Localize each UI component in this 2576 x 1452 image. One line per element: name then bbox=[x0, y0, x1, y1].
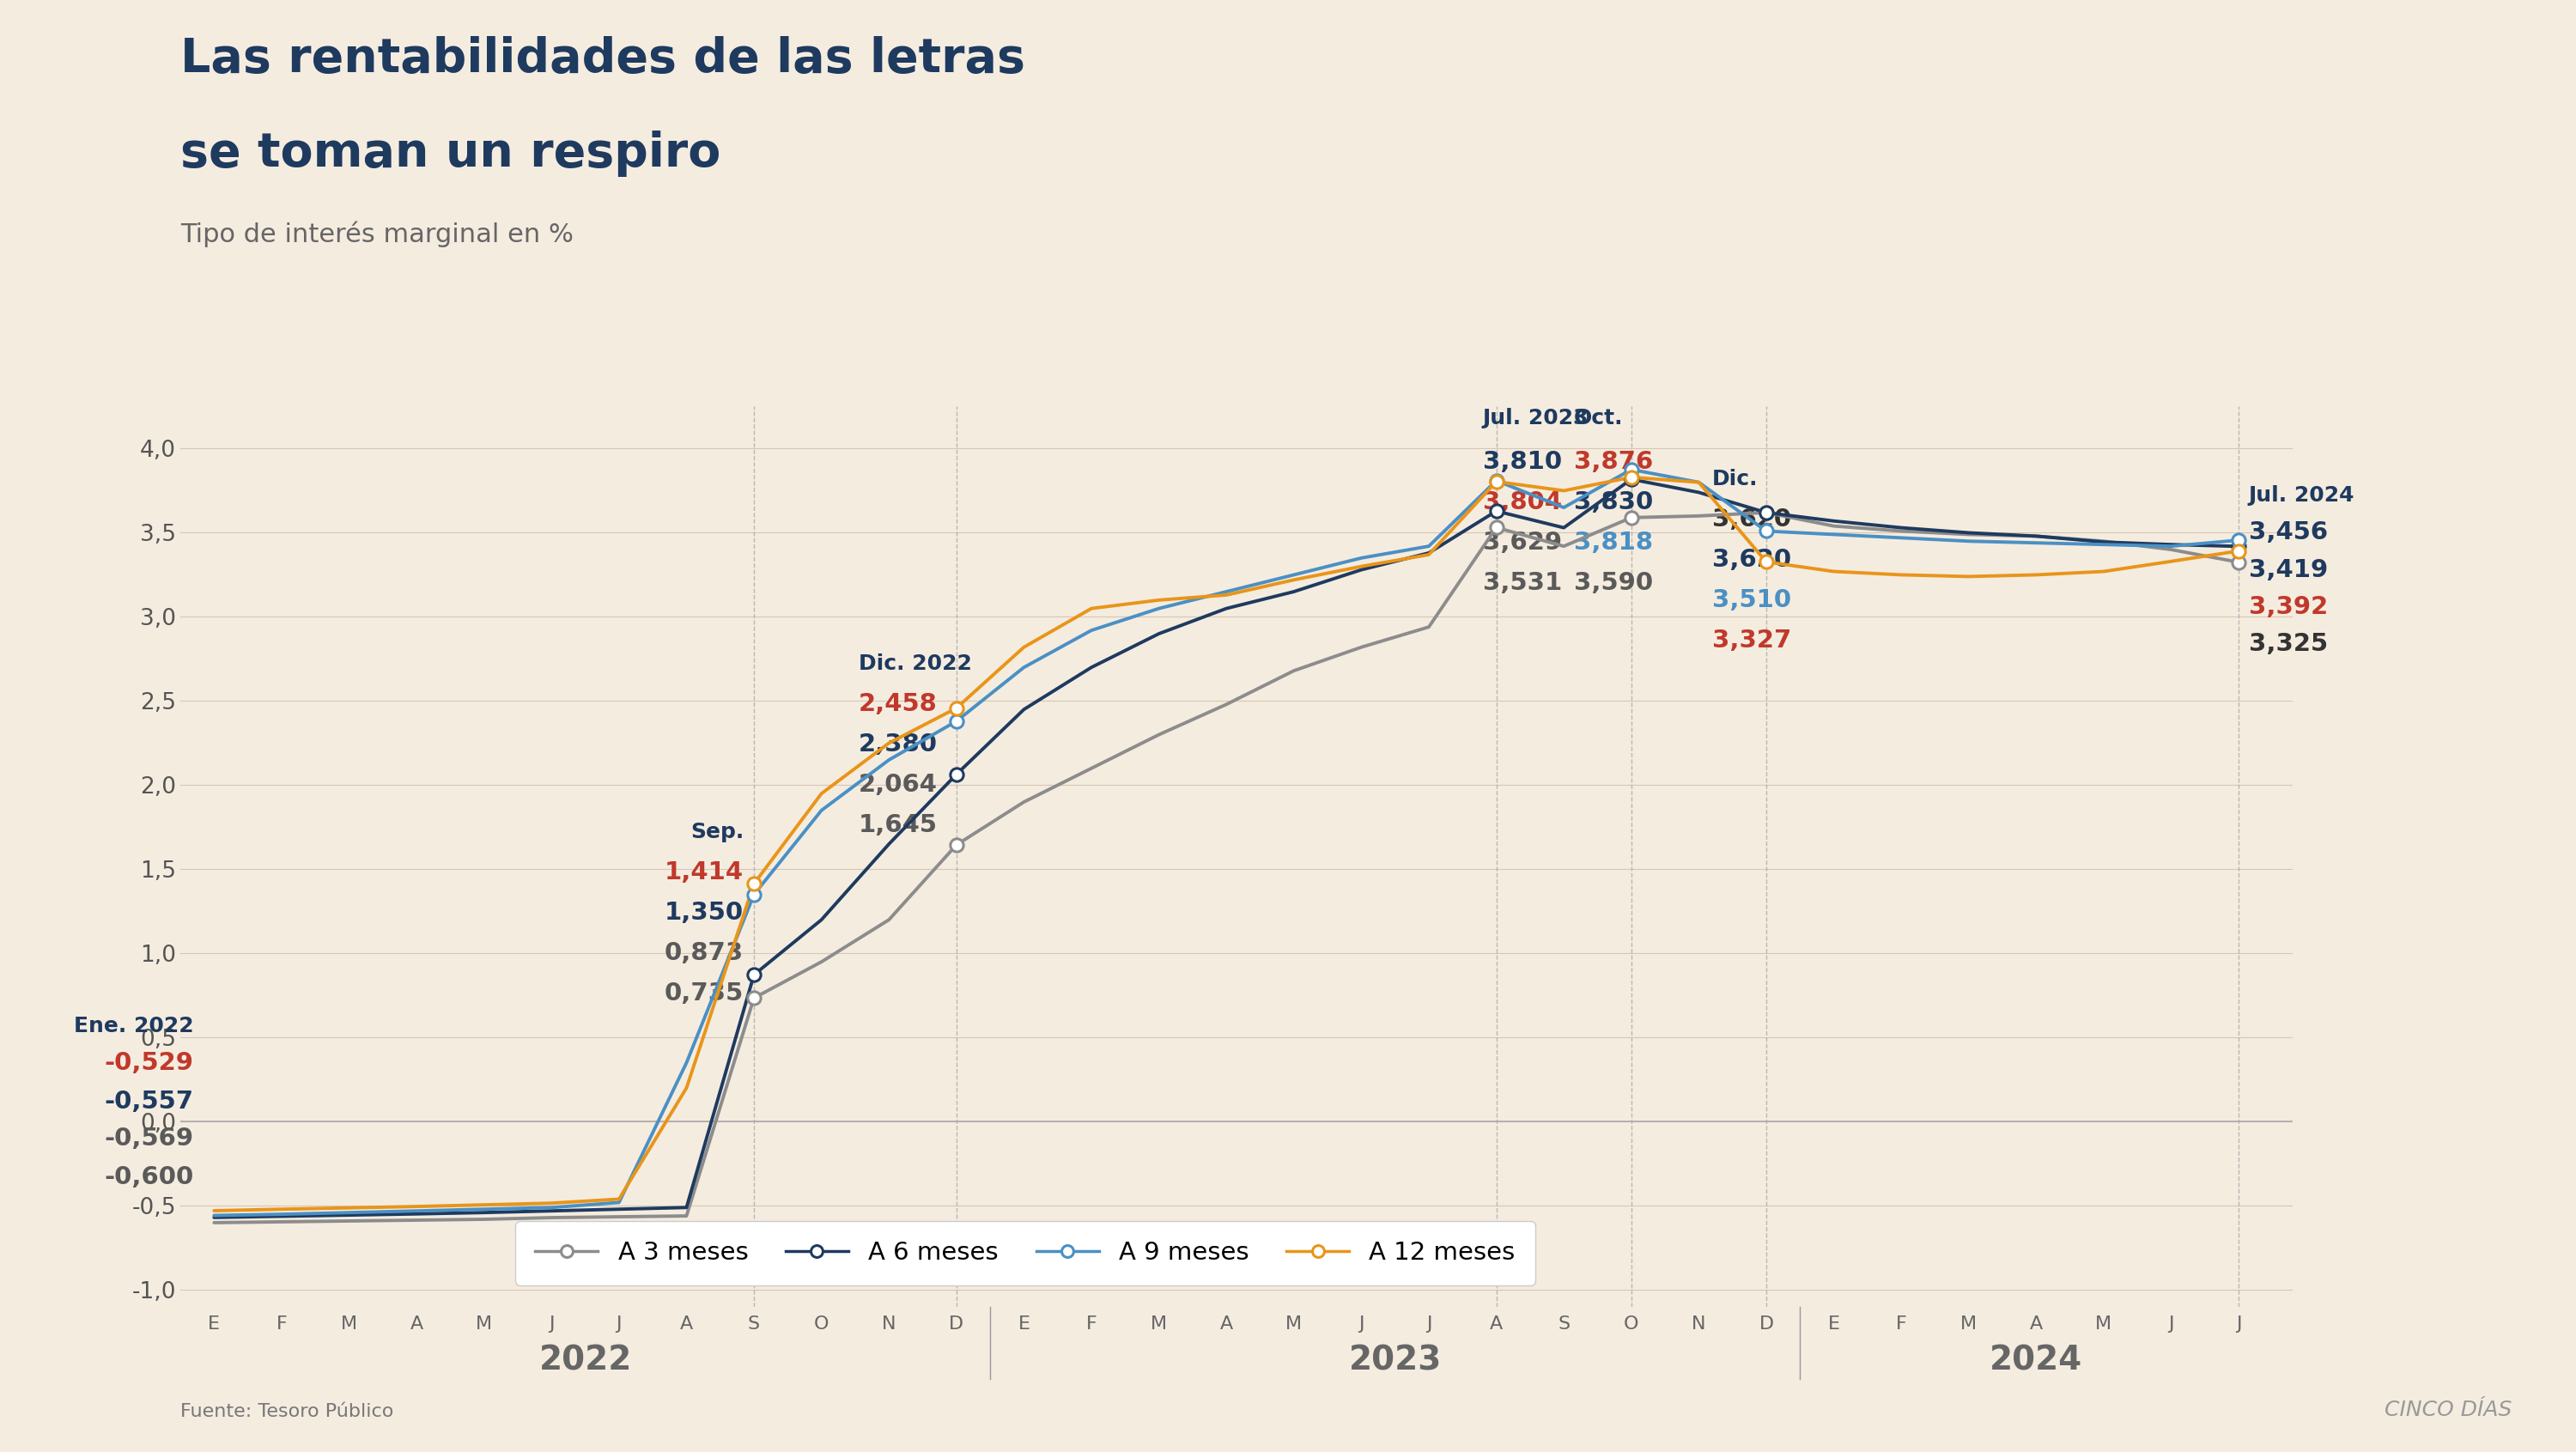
Text: 3,590: 3,590 bbox=[1574, 571, 1654, 595]
Text: CINCO DÍAS: CINCO DÍAS bbox=[2385, 1400, 2512, 1420]
Text: 1,645: 1,645 bbox=[858, 813, 938, 838]
Legend: A 3 meses, A 6 meses, A 9 meses, A 12 meses: A 3 meses, A 6 meses, A 9 meses, A 12 me… bbox=[515, 1221, 1535, 1285]
Text: 3,876: 3,876 bbox=[1574, 450, 1654, 475]
Text: 1,414: 1,414 bbox=[665, 861, 744, 884]
Text: 2,064: 2,064 bbox=[858, 772, 938, 797]
Text: -0,569: -0,569 bbox=[106, 1127, 193, 1150]
Text: 3,620: 3,620 bbox=[1713, 507, 1790, 531]
Text: Oct.: Oct. bbox=[1574, 408, 1623, 428]
Text: 3,327: 3,327 bbox=[1713, 629, 1790, 652]
Text: Dic.: Dic. bbox=[1713, 469, 1759, 489]
Text: 3,830: 3,830 bbox=[1574, 491, 1654, 514]
Text: 3,531: 3,531 bbox=[1484, 571, 1561, 595]
Text: Ene. 2022: Ene. 2022 bbox=[75, 1015, 193, 1037]
Text: 3,818: 3,818 bbox=[1574, 531, 1654, 555]
Text: -0,529: -0,529 bbox=[106, 1051, 193, 1074]
Text: 2022: 2022 bbox=[538, 1345, 631, 1376]
Text: 3,456: 3,456 bbox=[2249, 521, 2329, 544]
Text: Sep.: Sep. bbox=[690, 822, 744, 842]
Text: Jul. 2024: Jul. 2024 bbox=[2249, 485, 2354, 507]
Text: Tipo de interés marginal en %: Tipo de interés marginal en % bbox=[180, 221, 574, 247]
Text: 2,380: 2,380 bbox=[858, 733, 938, 756]
Text: 0,735: 0,735 bbox=[665, 982, 744, 1006]
Text: Fuente: Tesoro Público: Fuente: Tesoro Público bbox=[180, 1403, 394, 1420]
Text: 3,629: 3,629 bbox=[1484, 531, 1561, 555]
Text: 3,510: 3,510 bbox=[1713, 588, 1790, 613]
Text: Jul. 2023: Jul. 2023 bbox=[1484, 408, 1589, 428]
Text: Dic. 2022: Dic. 2022 bbox=[858, 653, 971, 674]
Text: 0,873: 0,873 bbox=[665, 941, 744, 966]
Text: se toman un respiro: se toman un respiro bbox=[180, 131, 721, 177]
Text: Las rentabilidades de las letras: Las rentabilidades de las letras bbox=[180, 36, 1025, 83]
Text: 3,810: 3,810 bbox=[1484, 450, 1561, 475]
Text: 3,392: 3,392 bbox=[2249, 595, 2329, 619]
Text: -0,600: -0,600 bbox=[103, 1165, 193, 1189]
Text: 2024: 2024 bbox=[1989, 1345, 2081, 1376]
Text: 3,620: 3,620 bbox=[1713, 547, 1790, 572]
Text: 3,419: 3,419 bbox=[2249, 558, 2329, 582]
Text: -0,557: -0,557 bbox=[106, 1089, 193, 1114]
Text: 2,458: 2,458 bbox=[858, 693, 938, 716]
Text: 1,350: 1,350 bbox=[665, 902, 744, 925]
Text: 2023: 2023 bbox=[1350, 1345, 1443, 1376]
Text: 3,804: 3,804 bbox=[1484, 491, 1561, 514]
Text: 3,325: 3,325 bbox=[2249, 632, 2329, 656]
